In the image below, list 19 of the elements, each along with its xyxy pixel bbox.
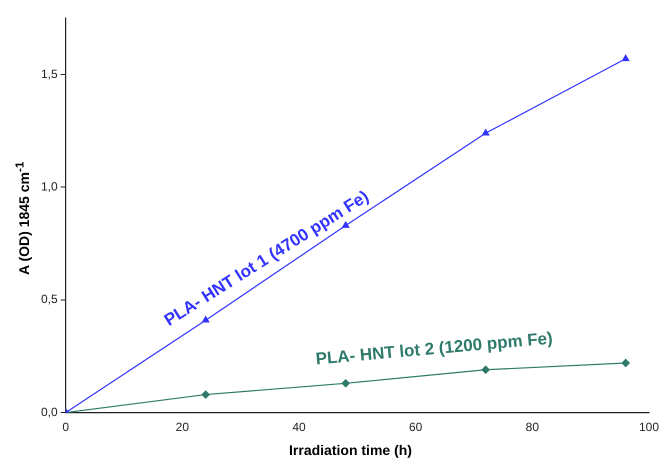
point <box>342 379 350 388</box>
point <box>202 316 210 323</box>
point <box>482 366 490 374</box>
point <box>202 390 210 399</box>
x-tick-label: 80 <box>526 420 540 434</box>
x-tick-label: 40 <box>292 420 306 434</box>
x-tick-label: 0 <box>62 420 70 434</box>
point <box>622 54 630 62</box>
y-tick-label: 1,5 <box>40 66 58 81</box>
y-tick-label: 1,0 <box>40 180 58 194</box>
point <box>482 129 490 136</box>
x-axis-title: Irradiation time (h) <box>288 442 413 458</box>
text: PLA- HNT lot 2 (1200 ppm Fe) <box>314 328 554 368</box>
y-tick-label: 0,0 <box>40 404 58 419</box>
x-tick-label: 20 <box>176 420 190 434</box>
x-tick-label: 60 <box>408 420 423 434</box>
x-tick-label: 100 <box>638 420 660 434</box>
point <box>622 358 630 368</box>
y-tick-label: 0,5 <box>40 292 58 306</box>
